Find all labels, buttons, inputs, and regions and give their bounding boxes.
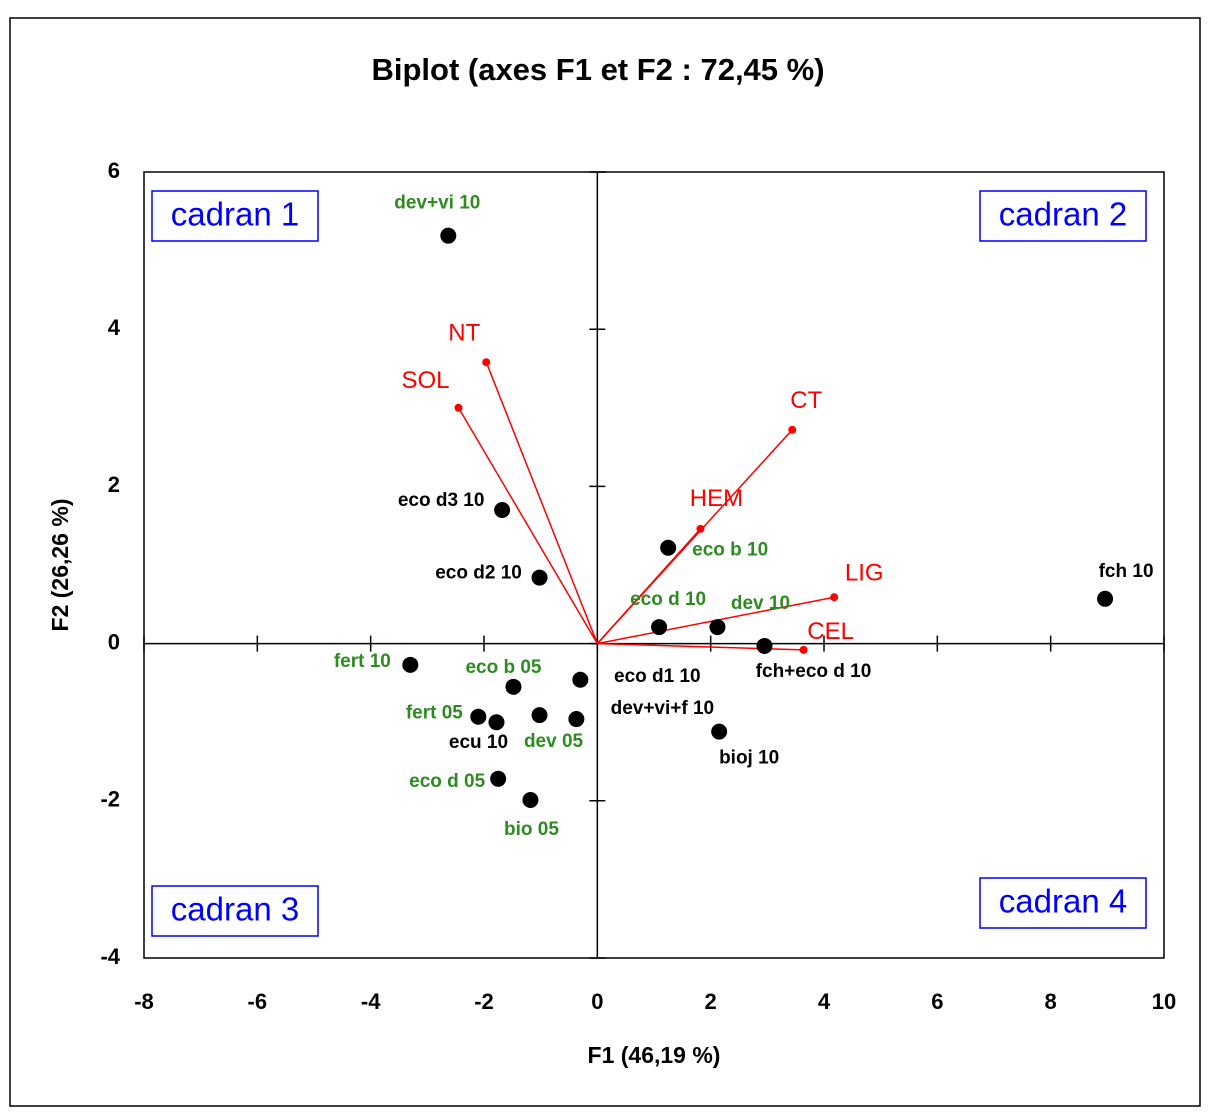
observation-point xyxy=(756,637,773,654)
observation-label: eco b 05 xyxy=(465,657,541,678)
y-tick-label: 4 xyxy=(108,315,121,340)
observation-label: fch+eco d 10 xyxy=(756,661,872,682)
y-tick-label: -4 xyxy=(100,944,120,969)
observation-point xyxy=(572,671,589,688)
x-axis-label: F1 (46,19 %) xyxy=(588,1042,721,1068)
quadrant-box xyxy=(979,877,1147,929)
observation-point xyxy=(505,678,522,695)
variable-vector xyxy=(596,528,702,645)
observation-label: dev+vi 10 xyxy=(394,193,480,214)
observation-point xyxy=(660,539,677,556)
observation-point xyxy=(522,792,539,809)
observation-label: eco d 05 xyxy=(409,771,485,792)
observation-point xyxy=(531,707,548,724)
variable-vector xyxy=(485,361,599,644)
x-tick-label: -6 xyxy=(248,989,268,1014)
observation-label: bioj 10 xyxy=(719,748,779,769)
variable-label: SOL xyxy=(401,367,449,394)
quadrant-box xyxy=(151,885,319,937)
x-tick-label: 10 xyxy=(1152,989,1176,1014)
x-tick-label: 6 xyxy=(931,989,943,1014)
y-axis-label: F2 (26,26 %) xyxy=(47,499,73,632)
x-tick-label: -2 xyxy=(474,989,494,1014)
observation-point xyxy=(531,569,548,586)
x-tick-label: -8 xyxy=(134,989,154,1014)
plot-frame xyxy=(143,171,1165,959)
variable-label: CEL xyxy=(807,618,854,645)
chart-title: Biplot (axes F1 et F2 : 72,45 %) xyxy=(371,52,824,87)
observation-label: fch 10 xyxy=(1099,561,1154,582)
variable-label: HEM xyxy=(690,485,743,512)
variable-tip xyxy=(788,425,797,434)
quadrant-label: cadran 4 xyxy=(999,883,1127,920)
quadrant-label: cadran 1 xyxy=(171,196,299,233)
variable-tip xyxy=(830,593,839,602)
observation-point xyxy=(651,619,668,636)
quadrant-box xyxy=(979,190,1147,242)
observation-point xyxy=(711,723,728,740)
observation-point xyxy=(709,619,726,636)
observation-point xyxy=(402,656,419,673)
variable-vector xyxy=(597,642,804,651)
observation-point xyxy=(488,714,505,731)
variable-tip xyxy=(454,403,463,412)
observation-label: ecu 10 xyxy=(449,732,508,753)
observation-label: eco d1 10 xyxy=(614,666,701,687)
observation-label: eco d2 10 xyxy=(435,563,522,584)
variable-label: CT xyxy=(790,387,822,414)
y-tick-label: -2 xyxy=(100,787,120,812)
observation-point xyxy=(440,227,457,244)
observation-label: fert 10 xyxy=(334,651,391,672)
y-tick-label: 0 xyxy=(108,629,120,654)
observation-label: eco d3 10 xyxy=(398,490,485,511)
observation-point xyxy=(1097,590,1114,607)
variable-vector xyxy=(457,407,598,644)
variable-label: LIG xyxy=(845,560,884,587)
variable-tip xyxy=(696,524,705,533)
observation-point xyxy=(470,708,487,725)
observation-label: eco d 10 xyxy=(630,589,706,610)
x-tick-label: 2 xyxy=(705,989,717,1014)
variable-tip xyxy=(482,358,491,367)
observation-label: fert 05 xyxy=(406,703,463,724)
variable-tip xyxy=(799,645,808,654)
observation-point xyxy=(490,770,507,787)
x-tick-label: 4 xyxy=(818,989,831,1014)
observation-point xyxy=(568,711,585,728)
quadrant-label: cadran 2 xyxy=(999,196,1127,233)
quadrant-label: cadran 3 xyxy=(171,891,299,928)
y-tick-label: 2 xyxy=(108,472,120,497)
observation-label: dev+vi+f 10 xyxy=(611,698,715,719)
y-tick-label: 6 xyxy=(108,158,120,183)
x-tick-label: 8 xyxy=(1045,989,1057,1014)
observation-label: eco b 10 xyxy=(692,540,768,561)
quadrant-box xyxy=(151,190,319,242)
observation-label: dev 10 xyxy=(731,593,790,614)
variable-label: NT xyxy=(448,320,480,347)
x-tick-label: -4 xyxy=(361,989,381,1014)
x-tick-label: 0 xyxy=(591,989,603,1014)
figure-frame xyxy=(9,17,1201,1107)
observation-label: bio 05 xyxy=(504,819,559,840)
observation-label: dev 05 xyxy=(524,731,584,752)
observation-point xyxy=(494,501,511,518)
